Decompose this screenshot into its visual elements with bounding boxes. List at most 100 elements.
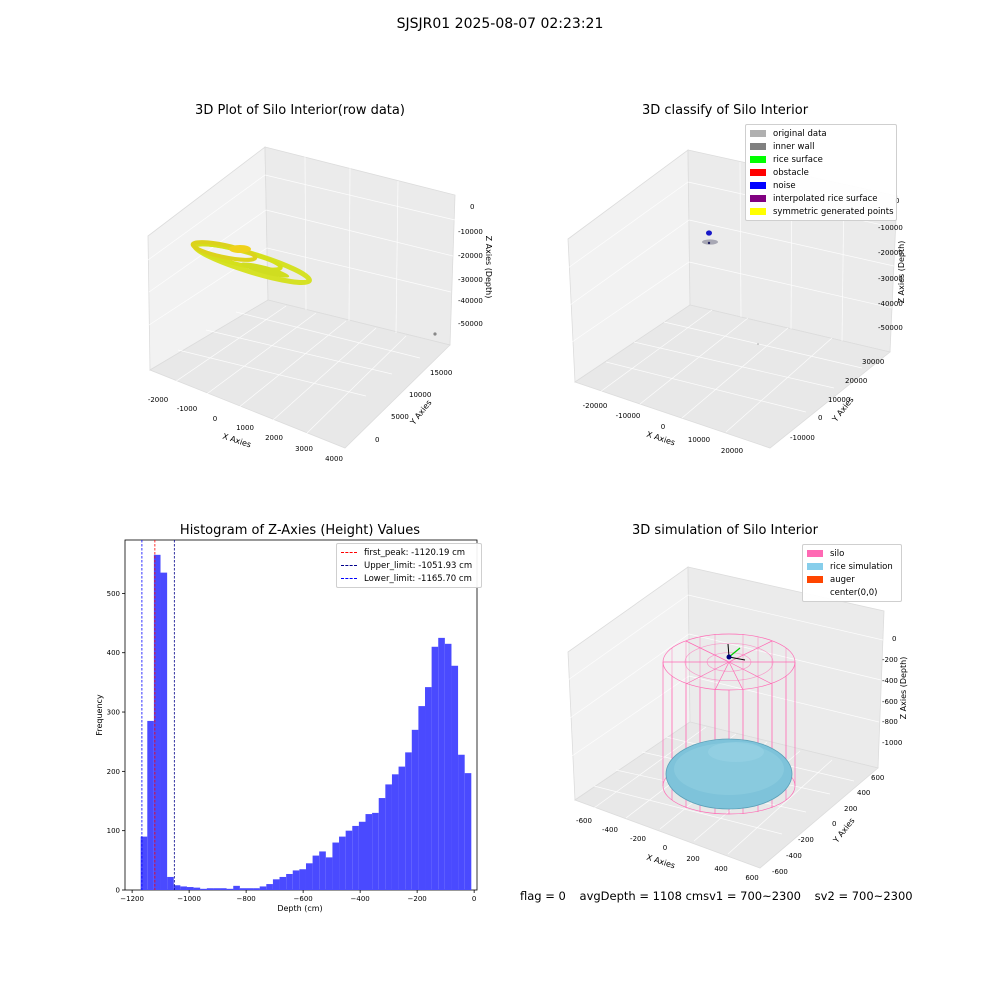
legend-swatch <box>807 550 823 557</box>
auger-marker <box>726 643 746 661</box>
histogram-bar <box>378 798 386 890</box>
histogram-bar <box>233 885 240 890</box>
histogram-bar <box>160 572 168 890</box>
histogram-bar <box>140 836 148 890</box>
x-tick-label: −200 <box>408 895 427 903</box>
histogram-bar <box>431 646 439 890</box>
histogram-bar <box>418 706 426 890</box>
legend-swatch <box>750 182 766 189</box>
sim-ztick: -600 <box>882 698 898 706</box>
x-tick-label: −800 <box>237 895 256 903</box>
avg-depth-text: avgDepth = 1108 cmsv1 = 700~2300 <box>579 889 802 903</box>
histogram-bar <box>451 665 459 890</box>
raw-point-cloud <box>190 240 437 336</box>
cls-pane-floor <box>574 304 891 449</box>
histogram-bar <box>325 857 333 890</box>
legend-label: rice surface <box>773 154 823 165</box>
histogram-plot: −1200 −1000 −800 −600 −400 −200 0 0 100 200 300 40… <box>95 539 478 913</box>
legend-swatch <box>750 169 766 176</box>
cls-ytick: -10000 <box>790 434 815 442</box>
raw-ztick: -10000 <box>458 228 483 236</box>
raw-ztick: -30000 <box>458 276 483 284</box>
histogram-bar <box>365 814 373 890</box>
histogram-bar <box>226 888 234 890</box>
histogram-bar <box>186 887 194 890</box>
raw-xtick: 1000 <box>236 424 254 432</box>
cls-xtick: 20000 <box>721 447 743 455</box>
histogram-bar <box>299 869 306 890</box>
histogram-bar <box>358 821 366 890</box>
x-tick-label: −400 <box>351 895 370 903</box>
histogram-ylabel: Frequency <box>95 694 104 736</box>
histogram-bar <box>173 885 181 890</box>
sim-xlabel: X Axies <box>645 853 676 871</box>
legend-label: rice simulation <box>830 561 893 572</box>
histogram-bar <box>319 851 326 890</box>
histogram-bar <box>220 888 227 890</box>
raw-ytick: 0 <box>375 436 379 444</box>
histogram-bar <box>180 886 187 890</box>
raw-xtick: 2000 <box>265 434 283 442</box>
raw-ytick: 10000 <box>409 391 431 399</box>
sim-ytick: 200 <box>844 805 857 813</box>
histogram-bar <box>253 888 260 890</box>
histogram-bar <box>385 784 392 890</box>
legend-swatch <box>750 208 766 215</box>
legend-swatch <box>807 563 823 570</box>
sim-ytick: -400 <box>786 852 802 860</box>
silo-wireframe <box>662 633 796 815</box>
classify-point-cloud <box>702 230 759 345</box>
sim-xtick: 0 <box>663 844 667 852</box>
y-tick-label: 200 <box>107 768 120 776</box>
histogram-bar <box>206 888 214 890</box>
raw-ztick: 0 <box>470 203 474 211</box>
legend-label: noise <box>773 180 796 191</box>
histogram-bar <box>305 863 313 890</box>
histogram-bar <box>458 754 465 890</box>
raw-xtick: -2000 <box>148 396 168 404</box>
histogram-bar <box>372 812 379 890</box>
histogram-bar <box>398 766 406 890</box>
histogram-legend: first_peak: -1120.19 cm Upper_limit: -10… <box>336 543 482 588</box>
raw-ytick: 5000 <box>391 413 409 421</box>
y-tick-label: 500 <box>107 590 120 598</box>
simulation-plot-title: 3D simulation of Silo Interior <box>632 523 818 538</box>
sim-ztick: -1000 <box>882 739 902 747</box>
raw-zlabel: Z Axies (Depth) <box>484 236 493 299</box>
legend-label: obstacle <box>773 167 809 178</box>
histogram-bar <box>200 888 207 890</box>
legend-line-marker <box>341 552 357 553</box>
histogram-bar <box>332 842 340 890</box>
histogram-bar <box>272 879 280 890</box>
legend-line-marker <box>341 565 357 566</box>
legend-label: center(0,0) <box>830 587 878 598</box>
histogram-bar <box>425 687 432 890</box>
legend-swatch <box>807 576 823 583</box>
histogram-bar <box>464 773 472 890</box>
cls-ytick: 20000 <box>845 377 867 385</box>
histogram-bar <box>292 870 300 890</box>
simulation-3d-plot: -600 -400 -200 0 200 400 600 -600 -400 -… <box>567 566 908 882</box>
histogram-bar <box>246 888 254 890</box>
legend-label: Lower_limit: -1165.70 cm <box>364 573 472 584</box>
histogram-bar <box>286 873 293 890</box>
raw-pane-floor <box>149 299 451 449</box>
legend-label: first_peak: -1120.19 cm <box>364 547 466 558</box>
status-footer: flag = 0 avgDepth = 1108 cmsv1 = 700~230… <box>520 889 923 903</box>
cls-ztick: 0 <box>895 197 899 205</box>
legend-line-marker <box>341 578 357 579</box>
histogram-bar <box>266 884 273 890</box>
histogram-bar <box>279 876 287 890</box>
legend-label: original data <box>773 128 827 139</box>
sim-ztick: -800 <box>882 718 898 726</box>
cls-xtick: -10000 <box>616 412 641 420</box>
cls-xtick: 0 <box>661 423 665 431</box>
cls-xlabel: X Axies <box>645 430 676 448</box>
legend-label: inner wall <box>773 141 815 152</box>
y-tick-label: 0 <box>116 887 120 895</box>
y-tick-label: 100 <box>107 827 120 835</box>
raw-xtick: 0 <box>213 415 217 423</box>
cls-ytick: 0 <box>818 414 822 422</box>
sim-ztick: 0 <box>892 635 896 643</box>
sim-xtick: 600 <box>745 874 758 882</box>
